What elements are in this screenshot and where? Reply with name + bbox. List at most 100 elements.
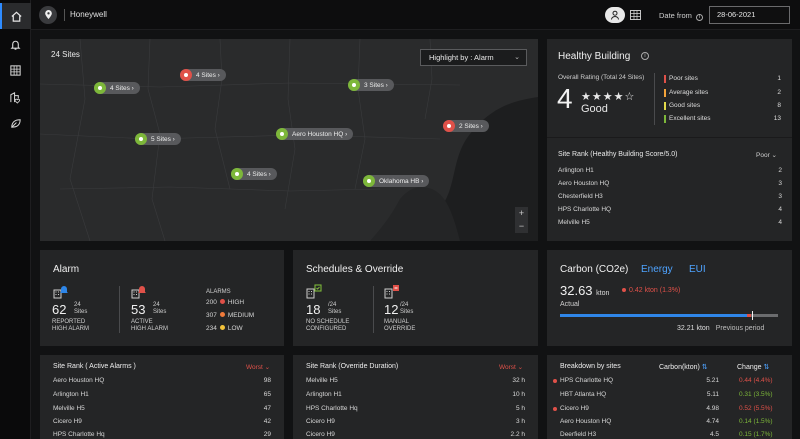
carbon-progress-bar: [560, 311, 778, 320]
divider: [654, 73, 655, 125]
table-row[interactable]: HPS Charlotte Hq: [306, 405, 358, 412]
star-rating: ★★★★☆: [581, 91, 636, 103]
bell-icon: [10, 40, 21, 50]
previous-period: 32.21 kton Previous period: [677, 325, 765, 332]
date-from-input[interactable]: 28-06-2021: [709, 6, 790, 24]
location-pin-icon: [276, 128, 288, 140]
sidebar-item-alarms[interactable]: [0, 31, 31, 57]
table-row[interactable]: HBT Atlanta HQ: [560, 391, 607, 398]
table-row[interactable]: Arlington H1 2: [558, 167, 782, 174]
manual-override-caption: MANUAL OVERRIDE: [384, 319, 416, 332]
map-pin[interactable]: 4 Sites ›: [231, 168, 277, 180]
panel-title: Schedules & Override: [306, 264, 404, 275]
sites-map[interactable]: 24 Sites Highlight by : Alarm ⌄ 4 Sites …: [40, 39, 538, 241]
tab-eui[interactable]: EUI: [689, 264, 706, 275]
sort-dropdown[interactable]: Worst ⌄: [246, 364, 271, 371]
no-schedule-sites: /24 Sites: [328, 302, 342, 315]
table-row[interactable]: Deerfield H3: [560, 431, 597, 438]
table-row[interactable]: Cicero H9: [306, 431, 335, 438]
table-row[interactable]: Melville H5 4: [558, 219, 782, 226]
table-row[interactable]: Melville H5: [53, 405, 85, 412]
person-view-button[interactable]: [605, 7, 625, 23]
override-rank-table: Site Rank (Override Duration) Worst ⌄ Me…: [293, 355, 538, 439]
change-cell: 0.44 (4.4%): [739, 377, 773, 384]
table-row[interactable]: Chesterfield H3 3: [558, 193, 782, 200]
table-row[interactable]: HPS Charlotte HQ: [560, 377, 614, 384]
carbon-panel[interactable]: Carbon (CO2e) Energy EUI 32.63 kton 0.42…: [547, 250, 792, 346]
alarm-panel[interactable]: Alarm 62 24 Sites REPORTED HIGH ALARM 53 2…: [40, 250, 284, 346]
chevron-down-icon: ⌄: [514, 54, 520, 61]
map-pin[interactable]: 2 Sites ›: [443, 120, 489, 132]
table-cell: 5.21: [706, 377, 719, 384]
category-color-bar: [664, 75, 666, 83]
table-row[interactable]: HPS Charlotte Hq: [53, 431, 105, 438]
table-cell: 4.5: [709, 431, 719, 438]
zoom-out-button[interactable]: −: [518, 221, 525, 231]
table-row[interactable]: Cicero H9: [560, 405, 589, 412]
table-cell: 65: [263, 391, 271, 398]
table-row[interactable]: Cicero H9: [53, 418, 82, 425]
active-caption: ACTIVE HIGH ALARM: [131, 319, 169, 332]
no-schedule-count: 18: [306, 302, 321, 317]
overall-score: 4: [557, 83, 573, 114]
tab-energy[interactable]: Energy: [641, 264, 673, 275]
zoom-in-button[interactable]: +: [518, 208, 525, 218]
actual-label: Actual: [560, 301, 580, 308]
status-dot: [622, 288, 626, 292]
carbon-delta: 0.42 kton (1.3%): [622, 287, 680, 294]
table-row[interactable]: Aero Houston HQ: [53, 377, 105, 384]
grid-icon: [10, 64, 21, 76]
sidebar-item-grid[interactable]: [0, 57, 31, 83]
top-bar: Honeywell Date from i 28-06-2021: [31, 0, 800, 30]
table-cell: 5 h: [515, 405, 525, 412]
location-pin-icon: [231, 168, 243, 180]
location-button[interactable]: [39, 6, 57, 24]
table-row[interactable]: Arlington H1: [306, 391, 342, 398]
map-pin[interactable]: 5 Sites ›: [135, 133, 181, 145]
category-poor: Poor sites 1: [664, 75, 781, 85]
alarm-level-low: 234 LOW: [206, 325, 243, 332]
rank-filter-dropdown[interactable]: Poor ⌄: [756, 152, 777, 159]
table-view-button[interactable]: [625, 7, 645, 23]
site-rank-title: Site Rank (Healthy Building Score/5.0): [558, 151, 678, 158]
map-pin[interactable]: 4 Sites ›: [94, 82, 140, 94]
chevron-down-icon: ⌄: [264, 364, 271, 371]
sidebar-item-sustainability[interactable]: [0, 110, 31, 136]
active-sites: 24 Sites: [153, 302, 167, 315]
table-row[interactable]: Arlington H1: [53, 391, 89, 398]
view-toggle: [605, 7, 645, 23]
reported-alarm-count: 62: [52, 302, 67, 317]
info-icon[interactable]: i: [641, 52, 649, 60]
map-pin[interactable]: 3 Sites ›: [348, 79, 394, 91]
table-row[interactable]: Cicero H9: [306, 418, 335, 425]
no-schedule-caption: NO SCHEDULE CONFIGURED: [306, 319, 350, 332]
change-cell: 0.14 (1.5%): [739, 418, 773, 425]
table-row[interactable]: HPS Charlotte HQ 4: [558, 206, 782, 213]
divider: [547, 137, 792, 138]
chevron-down-icon: ⌄: [517, 364, 524, 371]
sort-icon: ⇅: [763, 364, 770, 371]
location-pin-icon: [135, 133, 147, 145]
map-pin[interactable]: Aero Houston HQ ›: [276, 128, 354, 140]
sort-dropdown[interactable]: Worst ⌄: [499, 364, 524, 371]
table-row[interactable]: Aero Houston HQ: [560, 418, 612, 425]
status-dot: [553, 407, 557, 411]
table-row[interactable]: Melville H5: [306, 377, 338, 384]
overall-rating-label: Overall Rating (Total 24 Sites): [558, 74, 645, 81]
schedules-override-panel[interactable]: Schedules & Override 18 /24 Sites NO SCHE…: [293, 250, 538, 346]
sidebar-item-home[interactable]: [0, 3, 31, 29]
highlight-by-select[interactable]: Highlight by : Alarm ⌄: [420, 49, 527, 66]
map-pin[interactable]: 4 Sites ›: [180, 69, 226, 81]
map-title: 24 Sites: [51, 50, 80, 59]
alarm-level-high: 200 HIGH: [206, 299, 245, 306]
table-icon: [629, 10, 641, 20]
table-row[interactable]: Aero Houston HQ 3: [558, 180, 782, 187]
change-cell: 0.52 (5.5%): [739, 405, 773, 412]
sidebar-item-buildings[interactable]: [0, 84, 31, 110]
status-dot: [553, 379, 557, 383]
map-pin[interactable]: Oklahoma HB ›: [363, 175, 430, 187]
column-header-carbon[interactable]: Carbon(kton) ⇅: [659, 364, 708, 371]
column-header-change[interactable]: Change ⇅: [737, 364, 770, 371]
location-pin-icon: [180, 69, 192, 81]
chevron-down-icon: ⌄: [771, 152, 777, 159]
